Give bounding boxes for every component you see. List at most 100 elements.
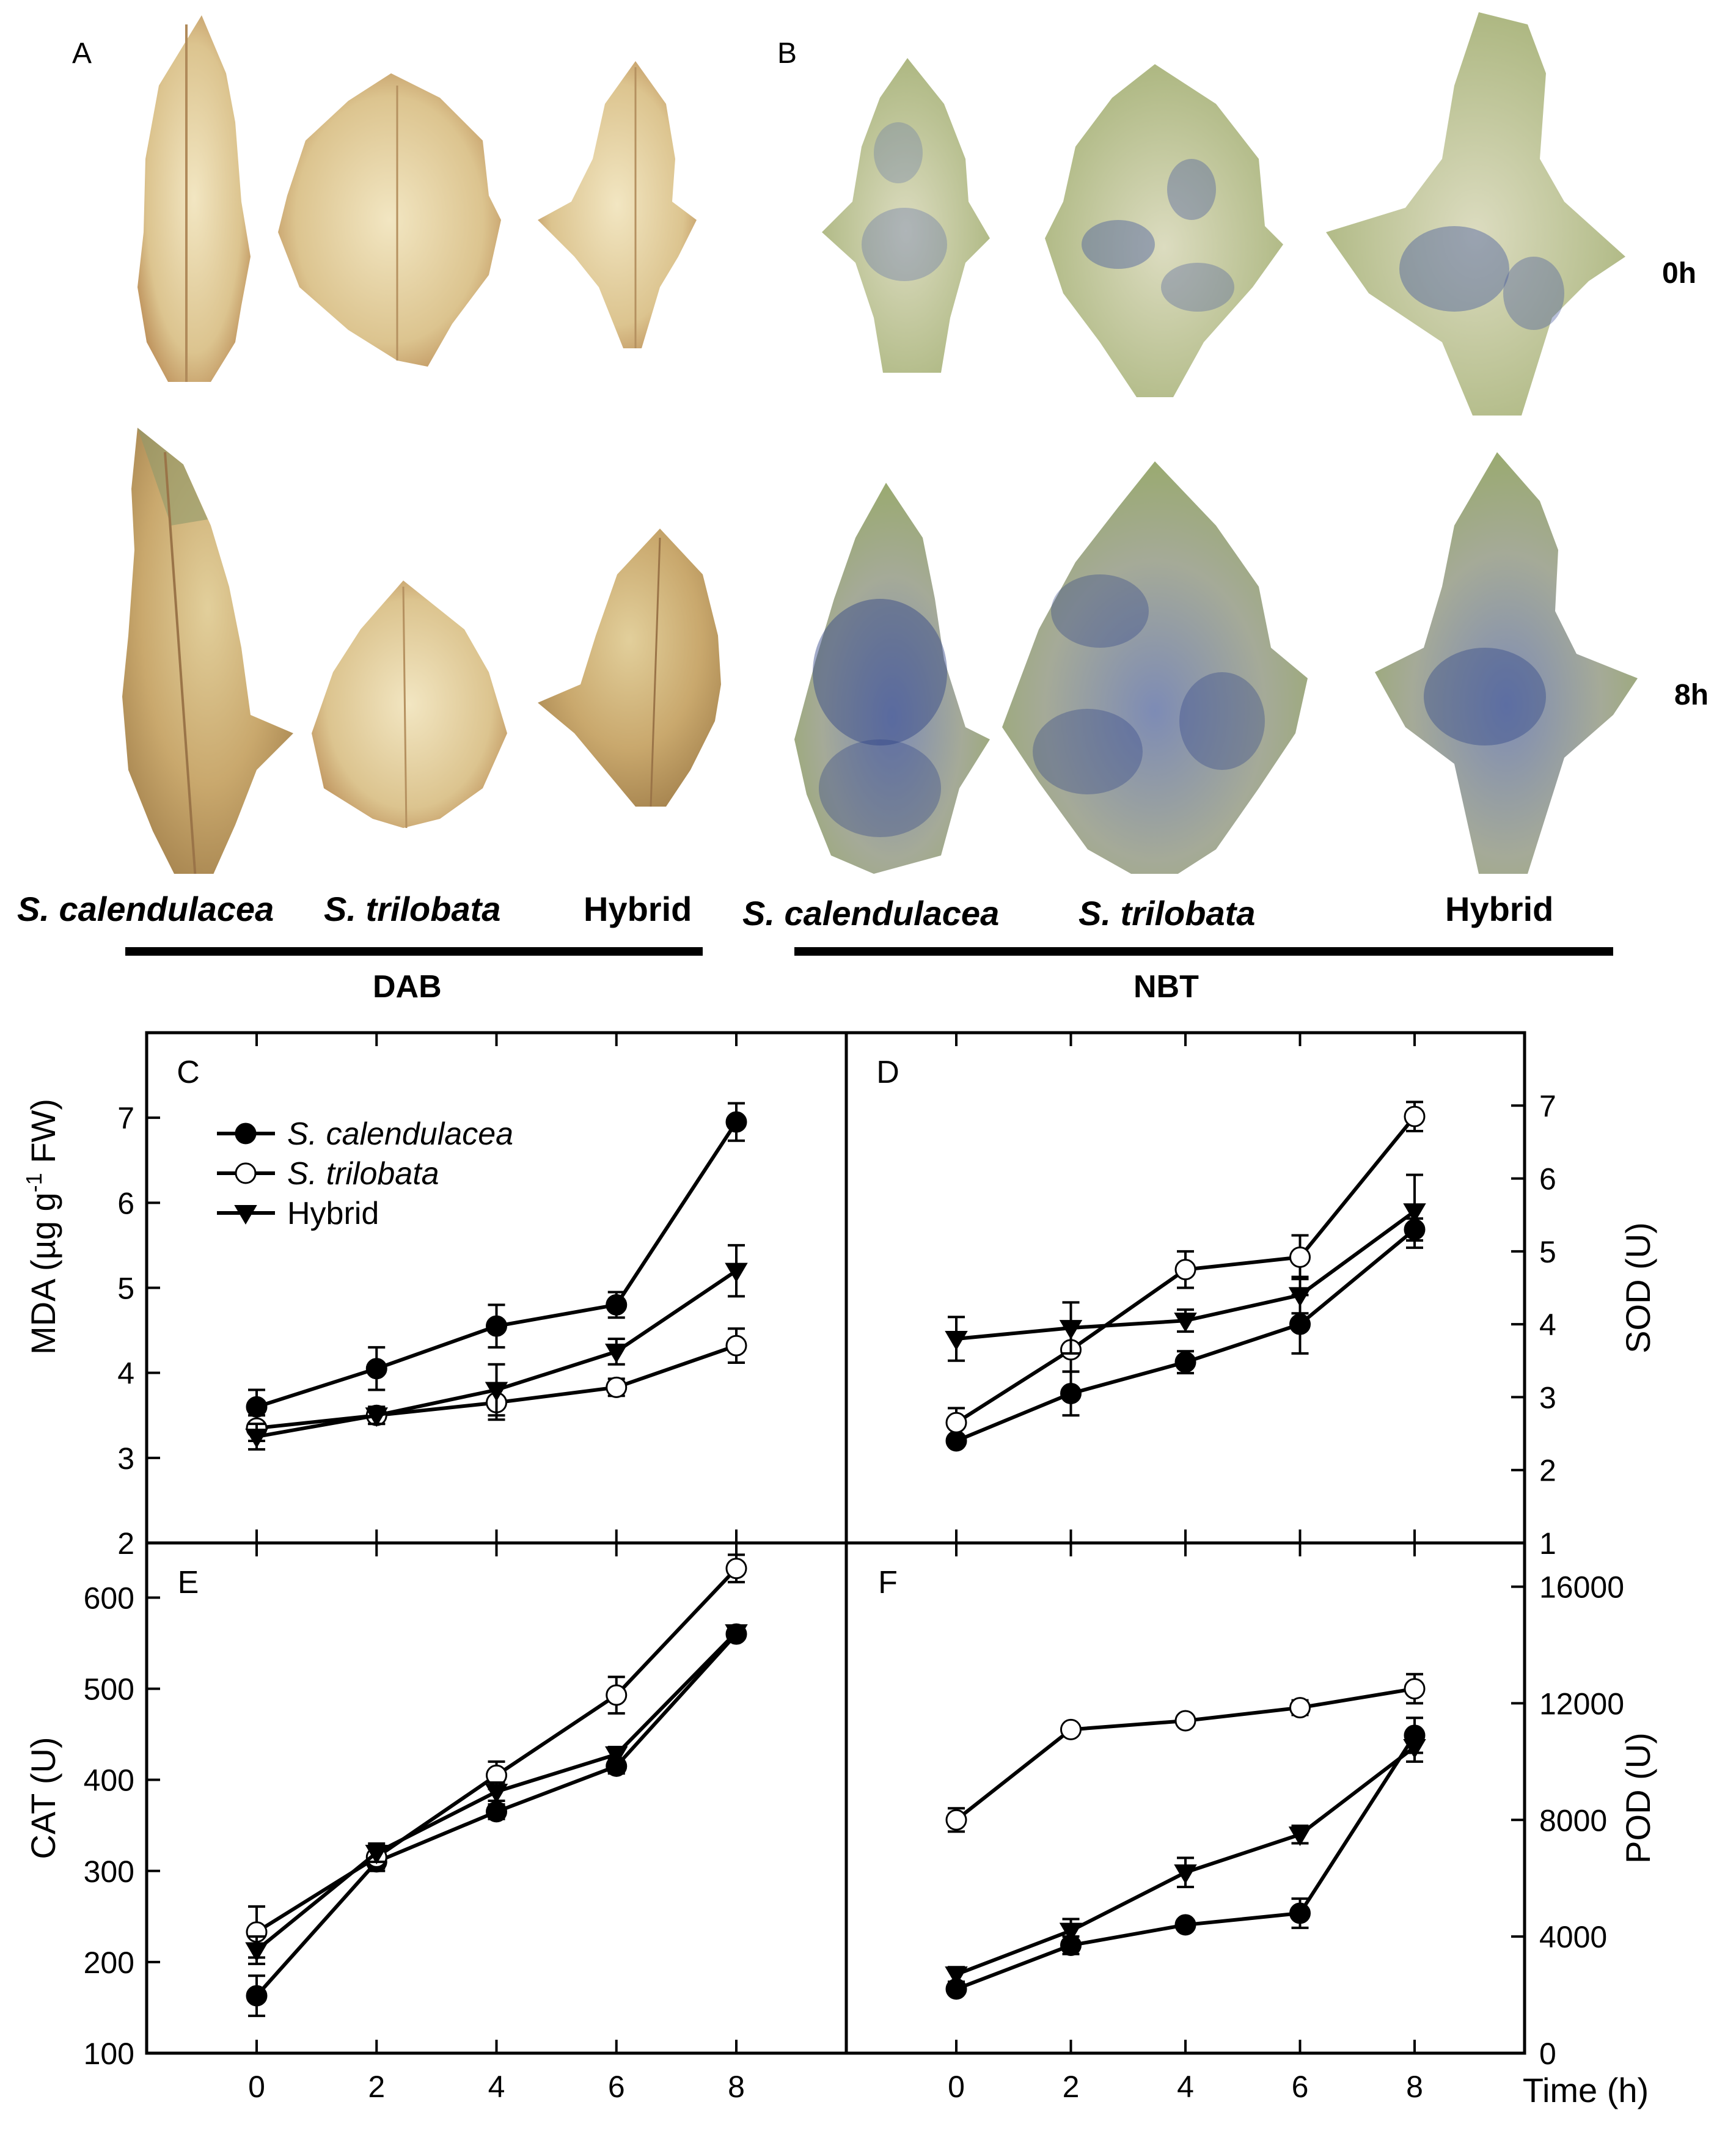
y-tick-label-e: 100 xyxy=(84,2037,134,2071)
leaf-nbt-trilobata-0h xyxy=(1045,64,1283,397)
legend-marker xyxy=(235,1123,257,1145)
y-tick-label-c: 7 xyxy=(117,1101,134,1135)
panel-letter-a: A xyxy=(72,37,92,70)
data-point xyxy=(1288,1826,1312,1847)
series-f-hybrid xyxy=(945,1731,1426,1987)
species-label-dab-trilobata: S. trilobata xyxy=(324,890,501,928)
data-point xyxy=(365,1407,388,1427)
data-point xyxy=(1060,1718,1082,1740)
panel-letter-c: C xyxy=(177,1055,200,1090)
leaf-photos xyxy=(122,12,1638,874)
dab-bracket-bar xyxy=(125,947,703,956)
species-label-dab-calendulacea: S. calendulacea xyxy=(17,890,274,928)
data-point xyxy=(1174,1710,1196,1732)
data-point xyxy=(486,1315,507,1337)
y-tick-label-e: 400 xyxy=(84,1764,134,1798)
data-point xyxy=(1289,1313,1311,1335)
species-label-nbt-hybrid: Hybrid xyxy=(1445,890,1554,928)
data-point xyxy=(1174,1259,1196,1281)
x-axis-label: Time (h) xyxy=(1523,2071,1649,2109)
data-point xyxy=(725,1335,747,1357)
legend-label: S. calendulacea xyxy=(287,1116,513,1152)
series-f-strilobata xyxy=(945,1672,1426,1833)
leaf-dab-trilobata-8h xyxy=(312,581,507,829)
y-axis-label-e: CAT (U) xyxy=(24,1737,62,1859)
x-tick-label: 6 xyxy=(608,2070,625,2104)
data-point xyxy=(945,1412,967,1434)
data-point xyxy=(1059,1922,1083,1943)
data-point xyxy=(1403,1739,1426,1759)
x-tick-label: 2 xyxy=(1063,2070,1080,2104)
y-tick-label-d: 1 xyxy=(1539,1526,1556,1561)
panel-letter-d: D xyxy=(876,1055,899,1090)
series-d-hybrid xyxy=(945,1173,1426,1362)
data-point xyxy=(945,1809,967,1831)
panel-letter-b: B xyxy=(777,37,797,70)
data-point xyxy=(606,1376,628,1398)
leaf-dab-calendulacea-0h xyxy=(137,15,251,382)
leaf-dab-hybrid-0h xyxy=(538,61,697,348)
y-tick-label-e: 500 xyxy=(84,1672,134,1707)
row-label-0h: 0h xyxy=(1662,257,1697,290)
legend-label: Hybrid xyxy=(287,1196,379,1231)
data-point xyxy=(725,1624,748,1644)
data-point xyxy=(1404,1105,1426,1127)
data-point xyxy=(1289,1246,1311,1268)
leaf-nbt-calendulacea-8h xyxy=(794,483,990,874)
data-point xyxy=(1289,1697,1311,1719)
data-point xyxy=(945,1331,968,1350)
x-tick-label: 0 xyxy=(948,2070,965,2104)
y-tick-label-c: 3 xyxy=(117,1441,134,1476)
data-point xyxy=(245,1942,268,1962)
y-tick-label-f: 4000 xyxy=(1539,1920,1607,1954)
x-tick-label: 4 xyxy=(488,2070,505,2104)
data-point xyxy=(1288,1287,1312,1307)
x-tick-label: 4 xyxy=(1177,2070,1194,2104)
data-point xyxy=(246,1396,268,1418)
y-axis-label-d: SOD (U) xyxy=(1619,1222,1657,1354)
panel-letter-e: E xyxy=(178,1565,199,1600)
x-tick-label: 8 xyxy=(1406,2070,1423,2104)
data-point xyxy=(1059,1320,1083,1340)
species-label-nbt-trilobata: S. trilobata xyxy=(1079,894,1256,932)
y-tick-label-d: 3 xyxy=(1539,1380,1556,1415)
species-label-dab-hybrid: Hybrid xyxy=(584,890,692,928)
data-point xyxy=(485,1382,508,1402)
chart-panel-f: F 0 4000 8000 12000 16000 POD (U) xyxy=(878,1565,1657,2071)
data-point xyxy=(1403,1203,1426,1223)
leaf-dab-trilobata-0h xyxy=(278,73,501,367)
data-point xyxy=(246,1985,268,2007)
data-point xyxy=(725,1111,747,1133)
y-tick-label-c: 2 xyxy=(117,1526,134,1561)
x-tick-label: 0 xyxy=(248,2070,265,2104)
y-axis-label-f: POD (U) xyxy=(1619,1732,1657,1864)
nbt-bracket-bar xyxy=(794,947,1613,956)
x-tick-label: 2 xyxy=(368,2070,385,2104)
panel-letter-f: F xyxy=(878,1565,898,1600)
leaf-dab-hybrid-8h xyxy=(538,529,721,807)
data-point xyxy=(725,1558,747,1580)
y-tick-label-c: 5 xyxy=(117,1272,134,1306)
row-label-8h: 8h xyxy=(1674,679,1709,711)
data-point xyxy=(1289,1902,1311,1924)
data-point xyxy=(1174,1914,1196,1936)
y-tick-label-f: 0 xyxy=(1539,2037,1556,2071)
data-point xyxy=(605,1746,628,1766)
stain-label-dab: DAB xyxy=(373,969,442,1005)
legend-marker xyxy=(234,1205,257,1225)
data-point xyxy=(1174,1313,1197,1333)
y-tick-label-d: 7 xyxy=(1539,1089,1556,1123)
data-point xyxy=(945,1966,968,1987)
chart-panel-c: C 2 3 4 5 6 7 MDA (µg g-1 FW) xyxy=(21,1055,748,1561)
species-label-nbt-calendulacea: S. calendulacea xyxy=(742,894,1000,932)
legend-label: S. trilobata xyxy=(287,1156,439,1192)
chart-panel-e: E 100 200 300 400 500 600 CAT (U) xyxy=(24,1553,748,2071)
series-c-scalendulacea xyxy=(246,1102,747,1426)
data-point xyxy=(605,1343,628,1363)
leaf-nbt-trilobata-8h xyxy=(1002,461,1308,874)
y-tick-label-e: 600 xyxy=(84,1581,134,1615)
leaf-nbt-hybrid-8h xyxy=(1375,452,1638,874)
data-point xyxy=(725,1262,748,1283)
y-tick-label-e: 200 xyxy=(84,1946,134,1980)
y-tick-label-e: 300 xyxy=(84,1855,134,1889)
